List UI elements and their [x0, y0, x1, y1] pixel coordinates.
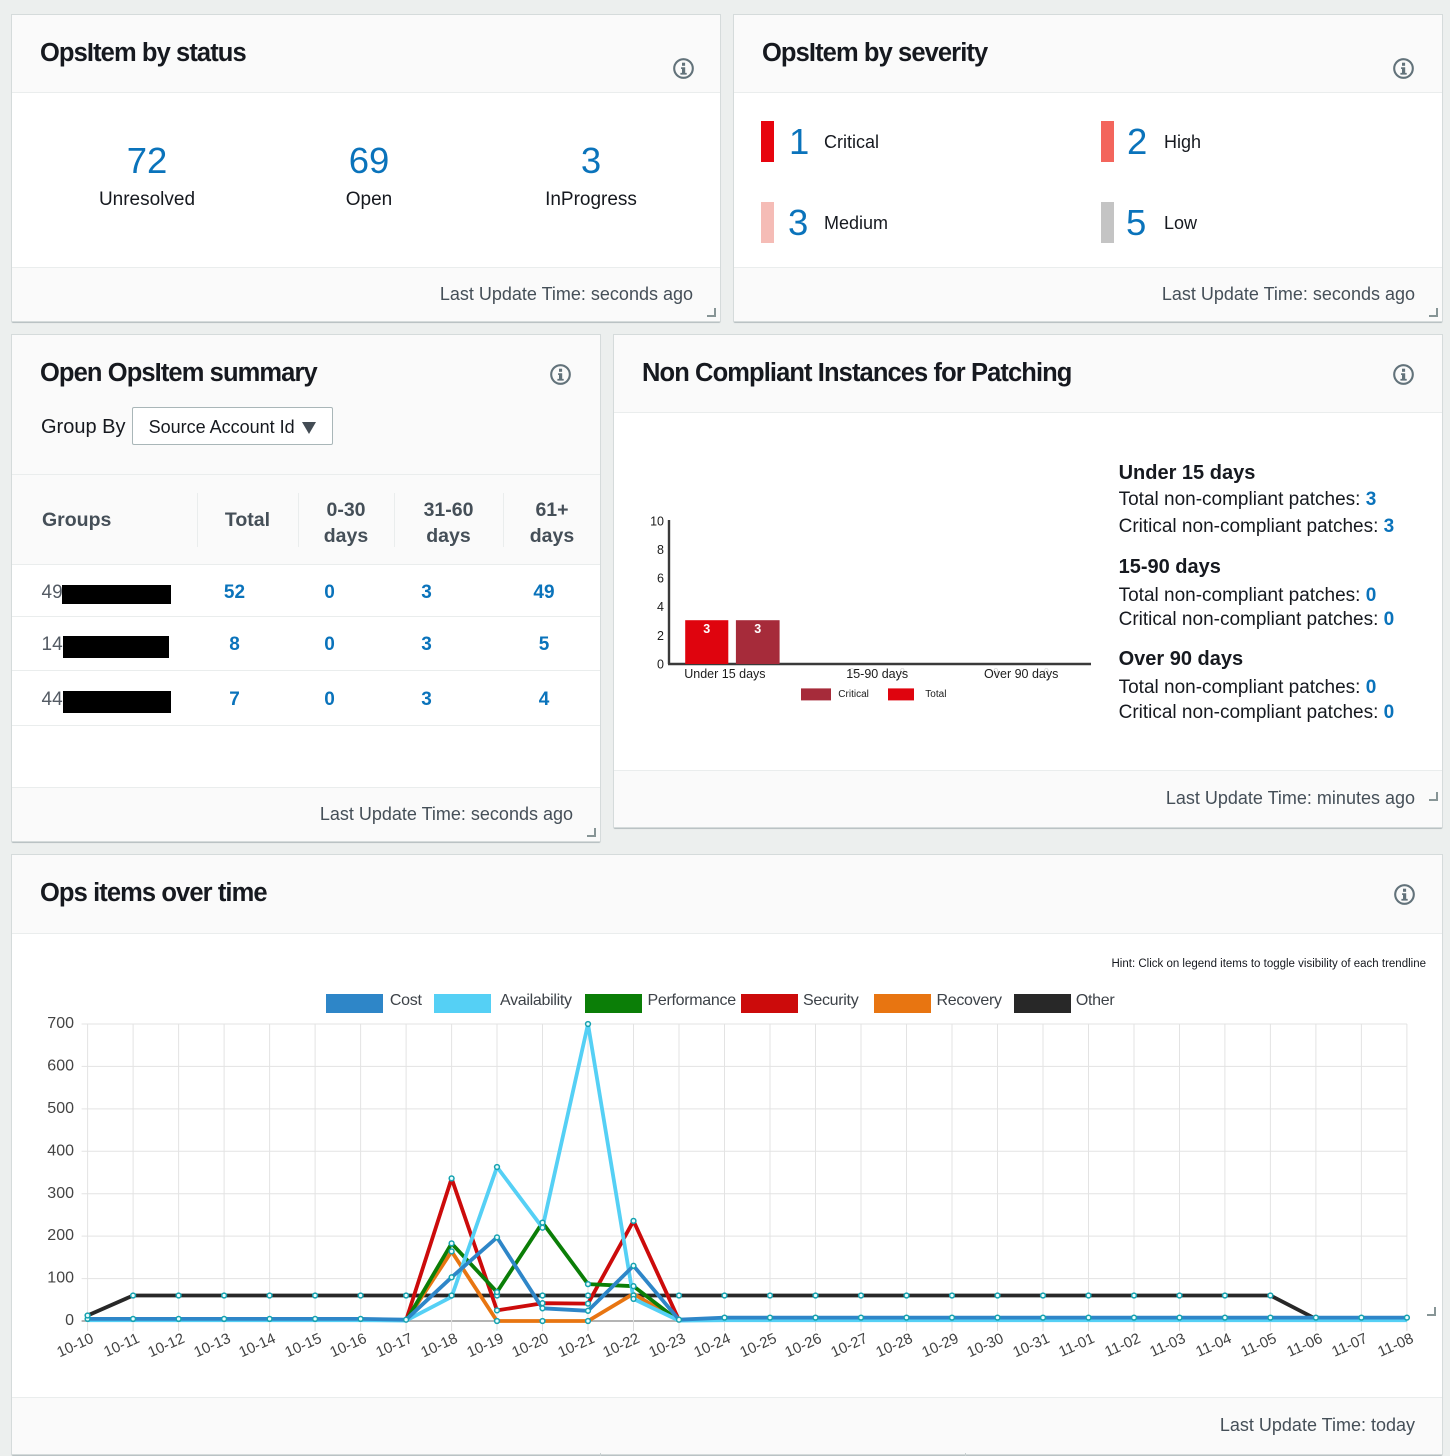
- svg-text:6: 6: [657, 572, 664, 586]
- svg-text:100: 100: [47, 1270, 74, 1287]
- svg-text:500: 500: [47, 1100, 74, 1117]
- svg-text:300: 300: [47, 1185, 74, 1202]
- svg-text:0: 0: [65, 1312, 74, 1329]
- svg-text:600: 600: [47, 1058, 74, 1075]
- svg-text:0: 0: [900, 667, 905, 677]
- svg-text:Critical: Critical: [838, 689, 869, 700]
- svg-text:2: 2: [657, 629, 664, 643]
- svg-text:8: 8: [657, 543, 664, 557]
- svg-text:Under 15 days: Under 15 days: [684, 667, 765, 681]
- svg-text:0: 0: [657, 657, 664, 671]
- svg-text:10: 10: [650, 514, 664, 528]
- svg-text:700: 700: [47, 1015, 74, 1032]
- svg-text:3: 3: [754, 622, 761, 636]
- svg-text:15-90 days: 15-90 days: [846, 667, 908, 681]
- svg-text:Over 90 days: Over 90 days: [984, 667, 1058, 681]
- svg-text:0: 0: [1044, 667, 1049, 677]
- svg-text:0: 0: [993, 667, 998, 677]
- svg-text:400: 400: [47, 1142, 74, 1159]
- svg-text:0: 0: [849, 667, 854, 677]
- svg-text:3: 3: [703, 622, 710, 636]
- svg-text:200: 200: [47, 1227, 74, 1244]
- svg-text:Total: Total: [925, 689, 946, 700]
- svg-text:4: 4: [657, 600, 664, 614]
